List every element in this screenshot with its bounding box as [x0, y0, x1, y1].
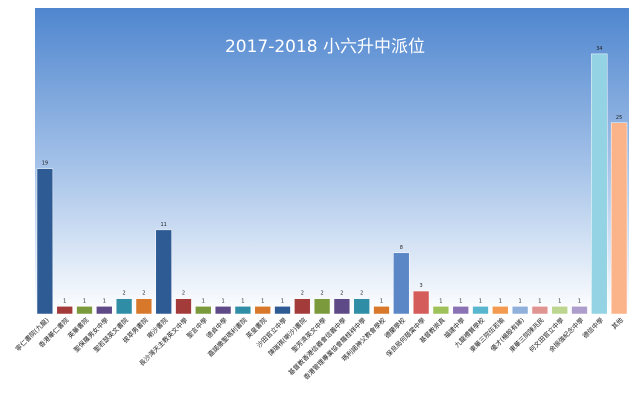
bar — [36, 168, 54, 315]
value-label: 1 — [63, 298, 66, 304]
bar — [155, 229, 172, 315]
bar — [313, 298, 331, 315]
value-label: 1 — [103, 298, 106, 304]
bar — [551, 306, 568, 315]
plot-area — [35, 8, 629, 314]
bar — [96, 306, 113, 315]
value-label: 1 — [538, 298, 541, 304]
bar — [254, 306, 271, 315]
bar — [531, 306, 549, 315]
bar — [214, 306, 232, 315]
chart-title: 2017-2018 小六升中派位 — [225, 37, 425, 57]
value-label: 1 — [222, 298, 225, 304]
bar — [452, 306, 469, 315]
bar — [412, 290, 430, 315]
value-label: 1 — [578, 298, 581, 304]
bar — [294, 298, 311, 315]
value-label: 2 — [123, 291, 126, 297]
value-label: 25 — [616, 115, 622, 121]
bar — [234, 306, 252, 315]
value-label: 1 — [519, 298, 522, 304]
bar — [393, 252, 410, 315]
bar — [432, 306, 450, 315]
value-label: 2 — [182, 291, 185, 297]
value-label: 2 — [142, 291, 145, 297]
bar — [115, 298, 133, 315]
bar — [175, 298, 192, 315]
bar — [511, 306, 529, 315]
value-label: 2 — [340, 291, 343, 297]
value-label: 1 — [558, 298, 561, 304]
value-label: 3 — [420, 283, 423, 289]
bar — [353, 298, 370, 315]
bar — [274, 306, 291, 315]
value-label: 1 — [459, 298, 462, 304]
bar — [195, 306, 212, 315]
value-label: 1 — [439, 298, 442, 304]
bar — [472, 306, 489, 315]
value-label: 1 — [261, 298, 264, 304]
bar — [56, 306, 73, 315]
value-label: 2 — [321, 291, 324, 297]
value-label: 1 — [380, 298, 383, 304]
bar — [333, 298, 351, 315]
bar — [373, 306, 390, 315]
value-label: 34 — [596, 46, 602, 52]
value-label: 1 — [83, 298, 86, 304]
bar — [135, 298, 153, 315]
value-label: 2 — [301, 291, 304, 297]
value-label: 1 — [499, 298, 502, 304]
bar — [571, 306, 588, 315]
bar — [610, 122, 628, 315]
value-label: 8 — [400, 245, 403, 251]
bar — [76, 306, 93, 315]
value-label: 19 — [42, 161, 48, 167]
value-label: 11 — [161, 222, 167, 228]
value-label: 1 — [281, 298, 284, 304]
bar — [591, 53, 608, 315]
value-label: 1 — [241, 298, 244, 304]
value-label: 2 — [360, 291, 363, 297]
bar — [492, 306, 509, 315]
value-label: 1 — [202, 298, 205, 304]
value-label: 1 — [479, 298, 482, 304]
